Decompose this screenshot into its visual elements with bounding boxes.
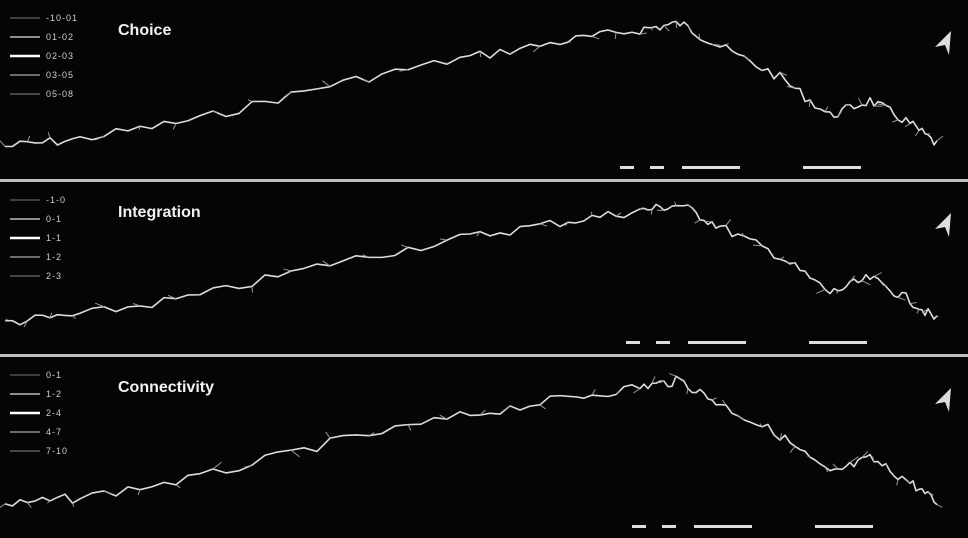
legend-label: 05-08 — [46, 89, 74, 99]
street-segment — [480, 51, 481, 57]
panel-title: Choice — [118, 22, 171, 39]
legend-label: 1-2 — [46, 389, 62, 399]
scale-bar — [815, 525, 873, 528]
panel-title: Integration — [118, 204, 201, 221]
scale-bar — [688, 341, 746, 344]
scale-bar — [694, 525, 752, 528]
map-figure: -10-01 01-02 02-03 03-05 05-08 Choice -1-0 0-1 1… — [0, 0, 968, 538]
panel-separator — [0, 179, 968, 182]
legend-label: 02-03 — [46, 51, 74, 61]
legend-label: 0-1 — [46, 370, 62, 380]
street-segment — [753, 245, 762, 246]
street-segment — [809, 278, 810, 279]
street-segment — [705, 221, 712, 222]
scale-bar — [632, 525, 646, 528]
scale-bar — [650, 166, 664, 169]
legend-label: 01-02 — [46, 32, 74, 42]
panel-title: Connectivity — [118, 379, 214, 396]
legend-label: 1-2 — [46, 252, 62, 262]
legend-label: 7-10 — [46, 446, 68, 456]
legend-label: 4-7 — [46, 427, 62, 437]
legend-label: 03-05 — [46, 70, 74, 80]
street-segment — [510, 53, 511, 54]
legend-label: 2-4 — [46, 408, 62, 418]
panel-separator — [0, 354, 968, 357]
scale-bar — [620, 166, 634, 169]
street-segment — [651, 209, 652, 214]
street-segment — [809, 100, 810, 107]
legend-label: -1-0 — [46, 195, 66, 205]
scale-bar — [626, 341, 640, 344]
background — [0, 0, 968, 538]
street-segment — [591, 212, 592, 215]
legend-label: 1-1 — [46, 233, 62, 243]
scale-bar — [662, 525, 676, 528]
scale-bar — [656, 341, 670, 344]
scale-bar — [803, 166, 861, 169]
scale-bar — [682, 166, 740, 169]
legend-label: 0-1 — [46, 214, 62, 224]
scale-bar — [809, 341, 867, 344]
legend-label: 2-3 — [46, 271, 62, 281]
legend-label: -10-01 — [46, 13, 78, 23]
street-segment — [252, 286, 253, 292]
